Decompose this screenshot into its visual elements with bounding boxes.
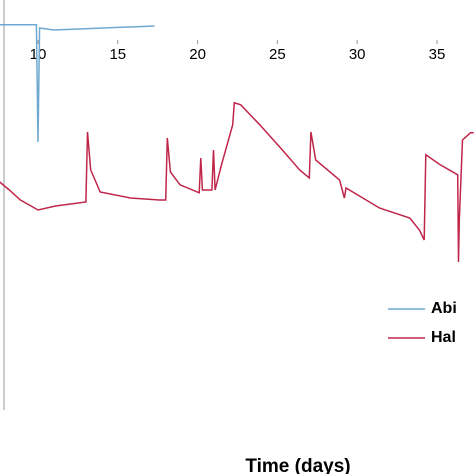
- data-line: [0, 101, 474, 263]
- legend-label: Abi: [431, 300, 457, 317]
- legend-label: Hal: [431, 329, 456, 346]
- x-axis-label: Time (days): [245, 456, 350, 474]
- x-tick-label: 15: [109, 46, 126, 63]
- x-tick-label: 20: [189, 46, 206, 63]
- x-tick-label: 25: [269, 46, 286, 63]
- x-tick-label: 10: [30, 46, 47, 63]
- x-tick-label: 30: [349, 46, 366, 63]
- data-line: [0, 24, 155, 143]
- x-tick-label: 35: [429, 46, 446, 63]
